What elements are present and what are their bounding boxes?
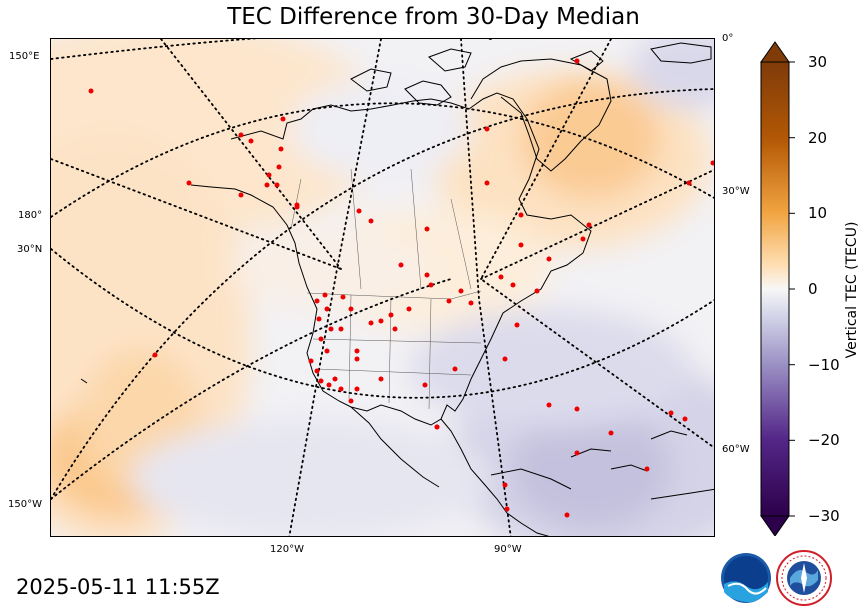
label-0: 0°	[722, 33, 734, 44]
boundaries	[290, 168, 482, 410]
label-150w: 150°W	[8, 499, 42, 510]
label-150e: 150°E	[9, 51, 40, 62]
timestamp: 2025-05-11 11:55Z	[16, 575, 220, 599]
map-canvas	[51, 39, 714, 536]
label-90w: 90°W	[494, 544, 522, 555]
colorbar-tick: 20	[808, 129, 828, 147]
colorbar	[760, 41, 795, 536]
gnss-stations	[88, 58, 714, 518]
graticule	[51, 39, 714, 536]
coastlines	[80, 42, 714, 536]
label-30w: 30°W	[722, 186, 750, 197]
colorbar-tick: 30	[808, 53, 828, 71]
label-30n: 30°N	[17, 244, 43, 255]
label-180: 180°	[18, 210, 43, 221]
colorbar-tick: −30	[808, 507, 840, 525]
national-weather-service-logo	[776, 550, 832, 606]
colorbar-label: Vertical TEC (TECU)	[844, 221, 860, 359]
noaa-logo	[721, 553, 771, 603]
colorbar-tick: 10	[808, 204, 828, 222]
tec-map	[50, 38, 715, 537]
label-120w: 120°W	[270, 544, 304, 555]
label-60w: 60°W	[722, 444, 750, 455]
colorbar-tick: 0	[808, 280, 818, 298]
colorbar-tick: −10	[808, 356, 840, 374]
chart-title: TEC Difference from 30-Day Median	[227, 4, 640, 30]
colorbar-tick: −20	[808, 431, 840, 449]
